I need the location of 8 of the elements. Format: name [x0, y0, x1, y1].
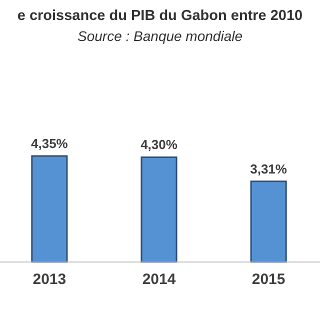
data-label: 4,35%	[31, 136, 68, 151]
x-tick-label: 2015	[252, 271, 286, 288]
data-label: 4,30%	[140, 137, 178, 152]
data-label: 3,31%	[250, 161, 288, 176]
x-tick-label: 2013	[32, 271, 66, 288]
x-tick-label: 2014	[142, 271, 176, 288]
chart-title: e croissance du PIB du Gabon entre 2010	[17, 8, 303, 24]
chart-subtitle: Source : Banque mondiale	[78, 28, 243, 44]
